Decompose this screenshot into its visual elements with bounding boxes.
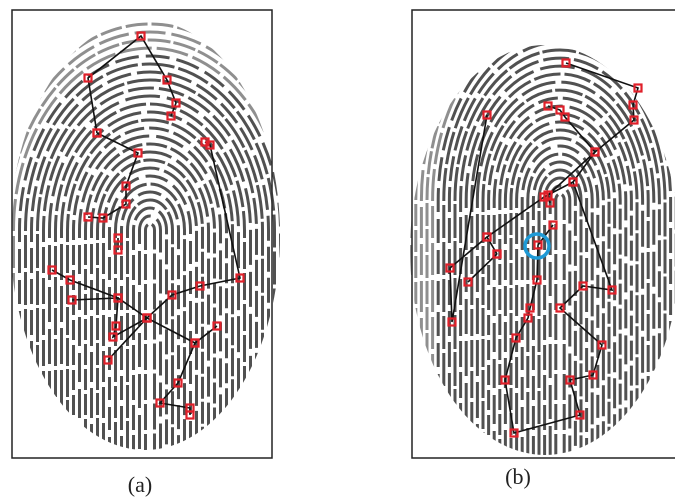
figure: (a) (b) <box>0 0 675 504</box>
panel-label: (a) <box>128 472 152 497</box>
panel-label: (b) <box>505 464 531 489</box>
